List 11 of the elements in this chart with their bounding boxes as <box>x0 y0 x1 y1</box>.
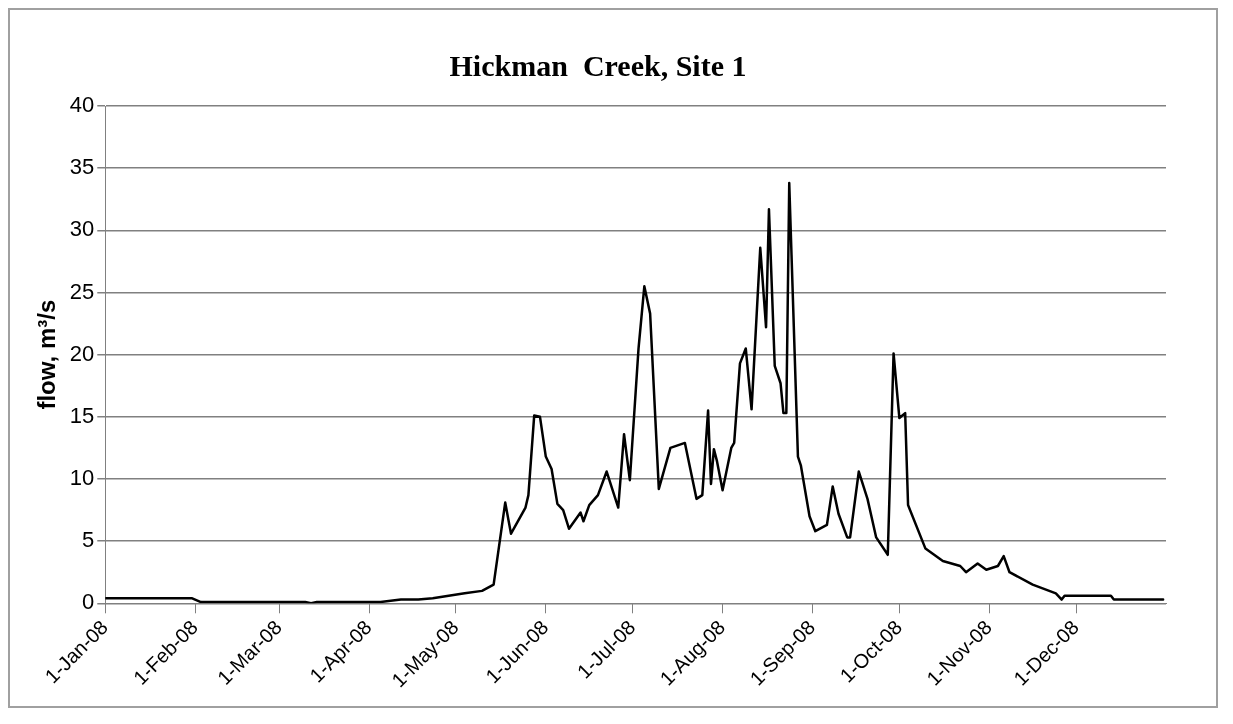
y-tick-label: 5 <box>82 527 95 553</box>
y-tick-label: 40 <box>69 92 95 118</box>
y-tick-label: 20 <box>69 340 95 366</box>
chart-title: Hickman Creek, Site 1 <box>449 48 747 82</box>
y-tick-label: 0 <box>82 589 95 615</box>
y-tick-label: 35 <box>69 154 95 180</box>
y-tick-label: 30 <box>69 216 95 242</box>
y-axis-title: flow, m³/s <box>33 299 61 410</box>
y-tick-label: 15 <box>69 402 95 428</box>
y-tick-label: 25 <box>69 278 95 304</box>
y-tick-label: 10 <box>69 465 95 491</box>
